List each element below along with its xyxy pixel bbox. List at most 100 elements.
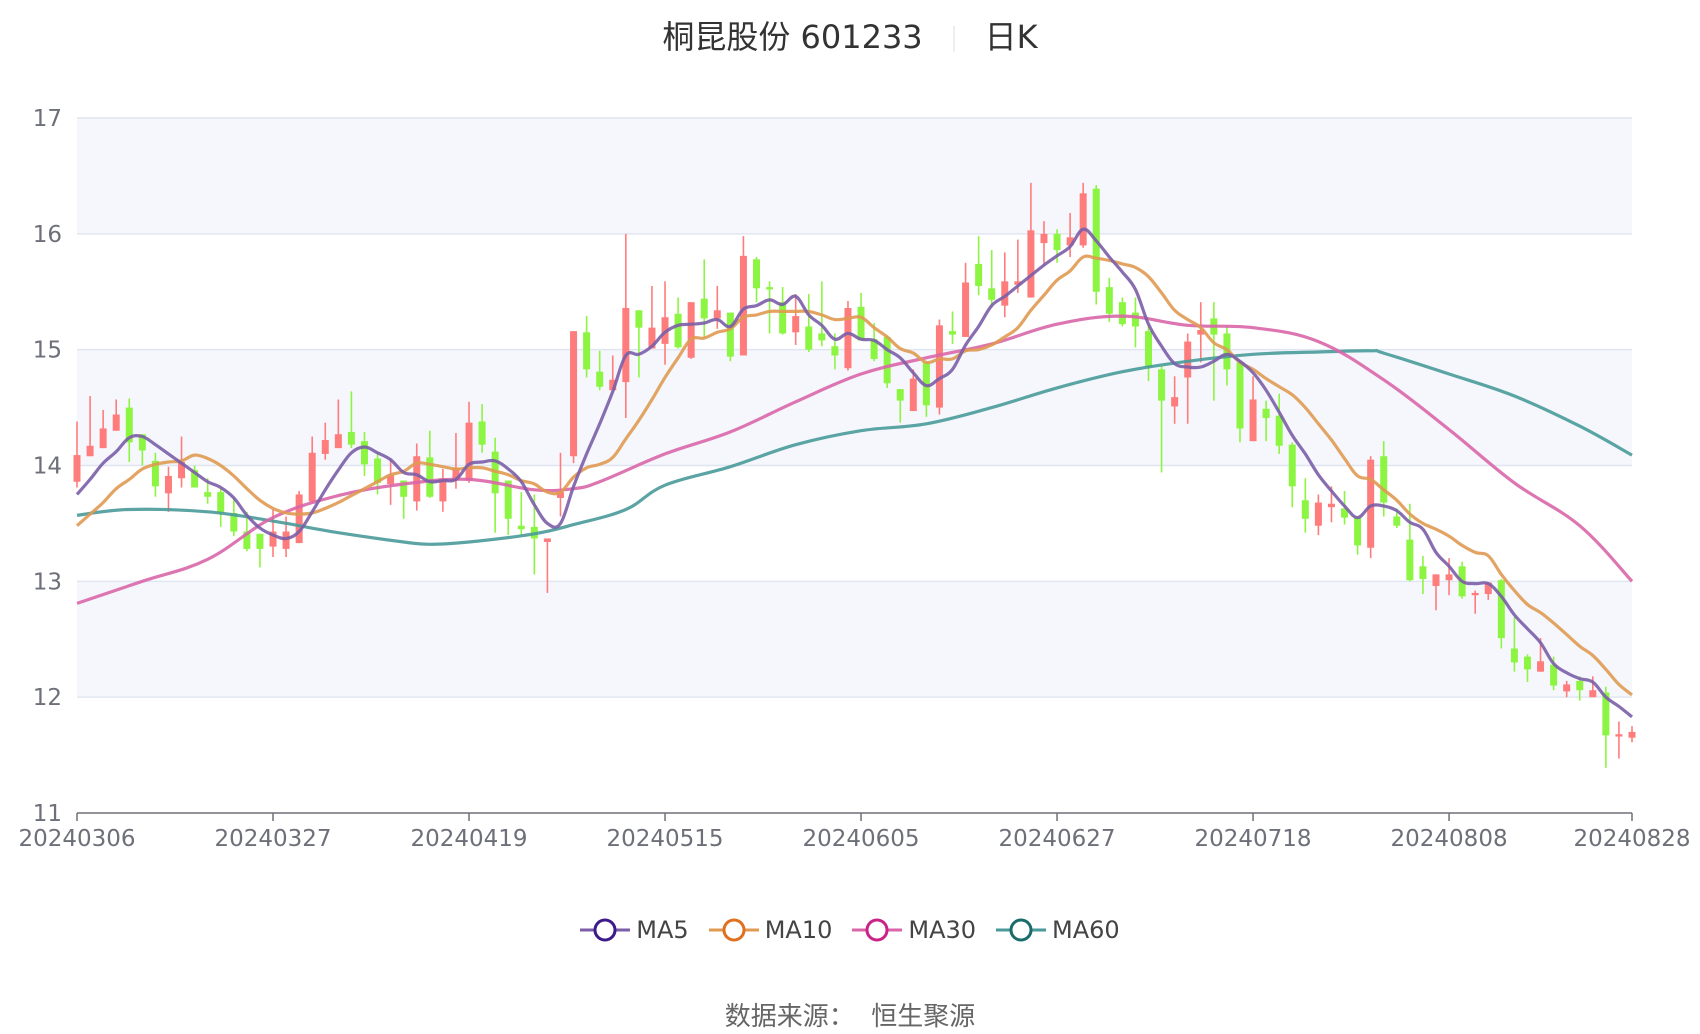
candle-body bbox=[465, 422, 473, 481]
candle bbox=[1602, 686, 1610, 768]
candle bbox=[1419, 555, 1427, 595]
candle-body bbox=[86, 445, 94, 457]
candle bbox=[295, 490, 303, 544]
candle-body bbox=[818, 333, 826, 341]
candle-body bbox=[1327, 503, 1335, 508]
candle-body bbox=[1197, 329, 1205, 335]
candle bbox=[125, 398, 133, 463]
line-ma10 bbox=[75, 254, 1633, 697]
candle-body bbox=[805, 326, 813, 350]
candle bbox=[1027, 182, 1035, 298]
x-tick-label: 20240515 bbox=[606, 826, 723, 852]
candle bbox=[909, 369, 917, 412]
candle bbox=[99, 409, 107, 449]
candle-body bbox=[1432, 574, 1440, 586]
candle-body bbox=[204, 492, 212, 497]
legend-item-ma10[interactable]: MA10 bbox=[708, 916, 833, 944]
legend-item-ma5[interactable]: MA5 bbox=[580, 916, 689, 944]
candle-body bbox=[478, 421, 486, 445]
candle bbox=[1589, 676, 1597, 698]
candle-body bbox=[648, 327, 656, 349]
candle bbox=[1105, 277, 1113, 322]
x-tick-label: 20240808 bbox=[1391, 826, 1508, 852]
candle-body bbox=[570, 331, 578, 457]
candle-body bbox=[1275, 415, 1283, 446]
candle bbox=[752, 257, 760, 303]
candle bbox=[935, 319, 943, 415]
candle bbox=[1615, 721, 1623, 759]
candle bbox=[1288, 442, 1296, 508]
candle-body bbox=[1628, 731, 1636, 738]
legend-item-ma60[interactable]: MA60 bbox=[996, 916, 1120, 944]
candle bbox=[543, 538, 551, 593]
candle-body bbox=[1236, 362, 1244, 429]
candle-body bbox=[870, 339, 878, 359]
x-tick-label: 20240718 bbox=[1195, 826, 1312, 852]
candle-body bbox=[583, 332, 591, 370]
candle bbox=[1158, 365, 1166, 473]
legend-circle-icon bbox=[580, 918, 631, 942]
candle-body bbox=[1484, 582, 1492, 595]
candle bbox=[1079, 182, 1087, 248]
candle bbox=[243, 511, 251, 552]
candle-body bbox=[112, 414, 120, 431]
candle-body bbox=[1497, 580, 1505, 639]
x-tick-label: 20240306 bbox=[18, 826, 135, 852]
candle-body bbox=[726, 312, 734, 357]
candle-body bbox=[1523, 656, 1531, 670]
candle bbox=[1197, 302, 1205, 363]
candle-body bbox=[739, 255, 747, 356]
candle-body bbox=[1262, 408, 1270, 419]
candle-body bbox=[1537, 661, 1545, 672]
legend-item-ma30[interactable]: MA30 bbox=[852, 916, 976, 944]
candle-body bbox=[164, 475, 172, 494]
candle-body bbox=[151, 460, 159, 487]
y-tick-label: 13 bbox=[33, 569, 62, 595]
candle-body bbox=[400, 480, 408, 497]
candle-body bbox=[217, 492, 225, 513]
candle bbox=[648, 285, 656, 349]
candle bbox=[570, 331, 578, 464]
candle-body bbox=[178, 462, 186, 479]
candle bbox=[1301, 478, 1309, 533]
candle bbox=[949, 311, 957, 344]
candle bbox=[635, 310, 643, 378]
candle bbox=[1471, 590, 1479, 614]
candle bbox=[739, 236, 747, 356]
candle-body bbox=[700, 298, 708, 319]
candle-body bbox=[1171, 397, 1179, 407]
candle bbox=[439, 468, 447, 512]
grid-band bbox=[77, 349, 1632, 466]
candle-body bbox=[909, 378, 917, 412]
x-tick-label: 20240327 bbox=[214, 826, 331, 852]
candle-body bbox=[949, 331, 957, 335]
legend-label: MA10 bbox=[764, 916, 833, 944]
legend-label: MA5 bbox=[636, 916, 689, 944]
candle bbox=[217, 488, 225, 527]
candle bbox=[1275, 393, 1283, 454]
data-source: 数据来源： 恒生聚源 bbox=[724, 1002, 976, 1032]
candle bbox=[491, 437, 499, 533]
candle-body bbox=[426, 457, 434, 497]
candle bbox=[700, 259, 708, 337]
y-tick-label: 14 bbox=[33, 454, 62, 480]
candle bbox=[805, 294, 813, 352]
candle-body bbox=[1184, 341, 1192, 378]
candle-body bbox=[1445, 574, 1453, 581]
candle bbox=[1184, 333, 1192, 424]
candle-body bbox=[622, 307, 630, 383]
candle bbox=[975, 236, 983, 296]
candle-body bbox=[922, 362, 930, 406]
candle-body bbox=[1158, 369, 1166, 401]
candle-body bbox=[1314, 502, 1322, 526]
candle-body bbox=[1053, 233, 1061, 251]
candle bbox=[1523, 654, 1531, 683]
candle bbox=[596, 350, 604, 391]
candle-body bbox=[883, 336, 891, 384]
candle bbox=[347, 391, 355, 449]
candle-body bbox=[674, 313, 682, 348]
candle-body bbox=[1602, 692, 1610, 736]
candle bbox=[517, 492, 525, 535]
candle-body bbox=[962, 282, 970, 337]
x-tick-label: 20240419 bbox=[410, 826, 527, 852]
